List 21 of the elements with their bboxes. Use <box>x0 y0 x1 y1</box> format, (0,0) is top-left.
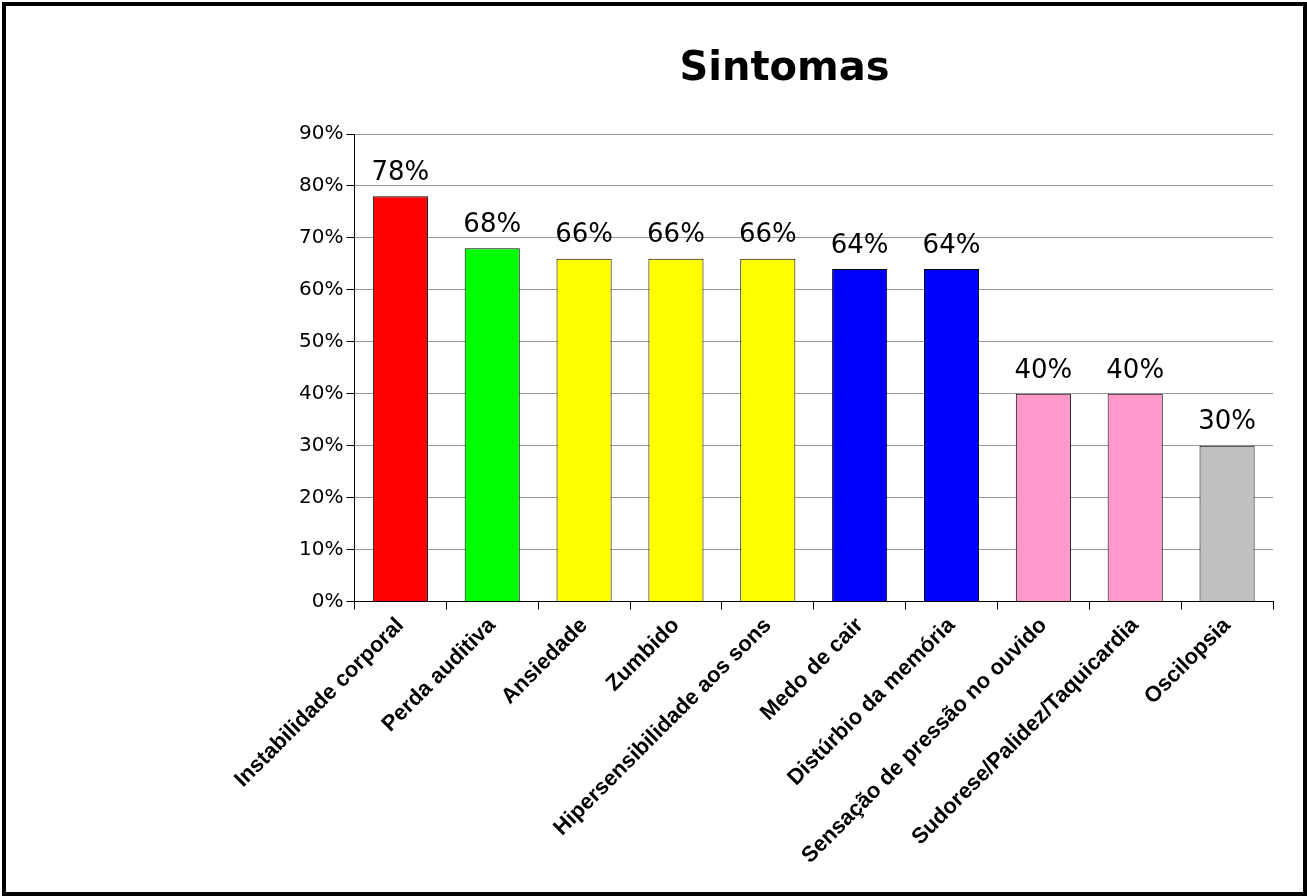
data-label: 64% <box>830 228 889 259</box>
y-tick-label: 50% <box>299 328 344 353</box>
data-label: 66% <box>555 218 613 249</box>
y-tick-label: 10% <box>299 535 344 560</box>
data-label: 30% <box>1198 405 1256 436</box>
y-tick-label: 90% <box>299 120 344 145</box>
y-tick-label: 70% <box>299 224 344 249</box>
data-label: 40% <box>1014 353 1073 384</box>
chart-title: Sintomas <box>679 43 890 90</box>
y-tick-label: 0% <box>311 587 344 612</box>
data-label: 66% <box>647 218 705 249</box>
data-label: 78% <box>371 156 430 187</box>
y-tick-label: 30% <box>299 431 344 456</box>
y-tick-label: 20% <box>299 483 344 508</box>
data-label: 66% <box>738 218 797 249</box>
data-label: 40% <box>1106 353 1165 384</box>
data-label: 64% <box>922 228 981 259</box>
y-tick-label: 80% <box>299 172 344 197</box>
y-tick-label: 60% <box>299 276 344 301</box>
y-tick-label: 40% <box>299 379 344 404</box>
data-label: 68% <box>463 208 522 239</box>
